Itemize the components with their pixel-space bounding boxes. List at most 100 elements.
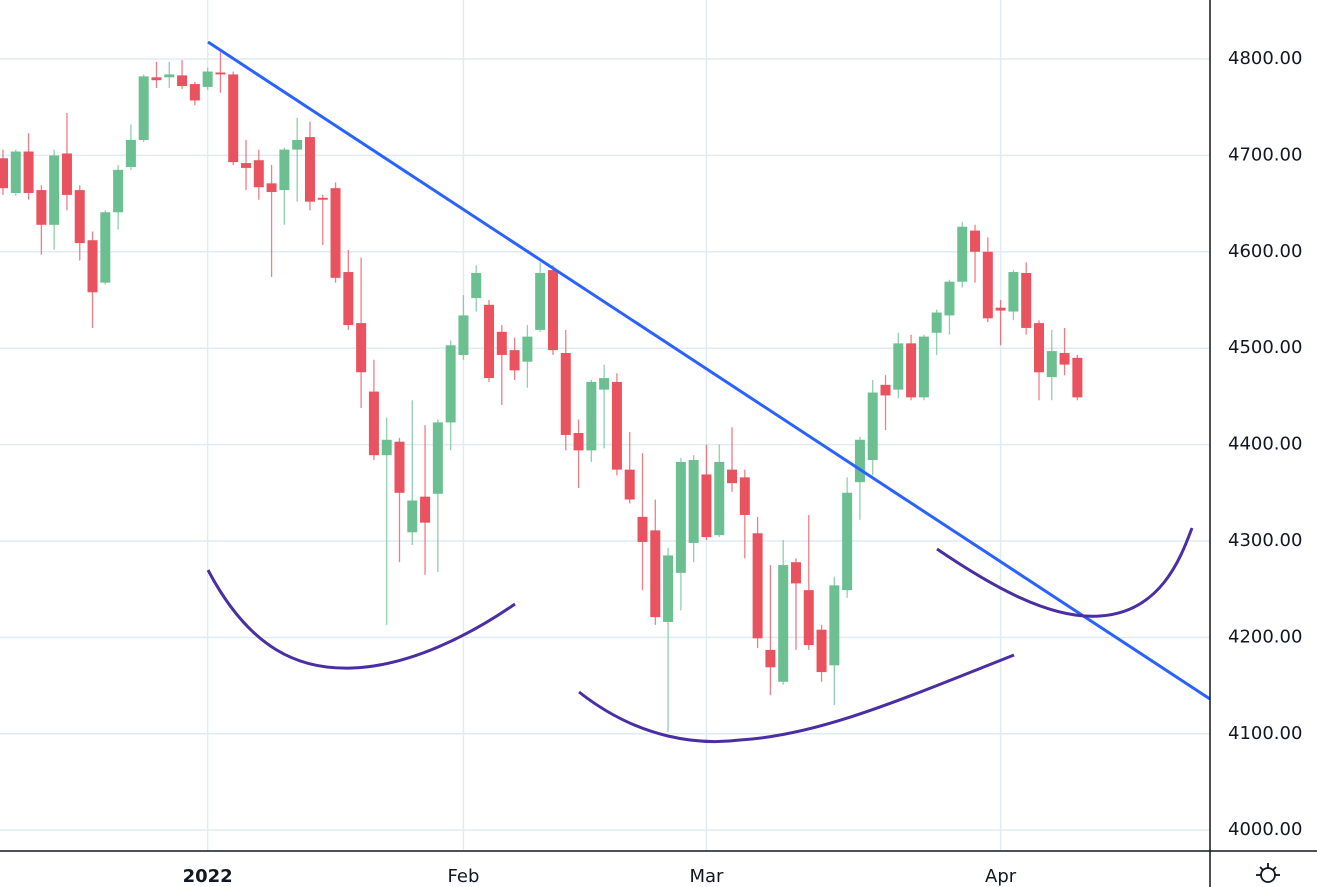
candle-body: [1072, 357, 1083, 398]
candle-body: [739, 477, 750, 515]
candle-body: [343, 272, 354, 326]
candle-body: [688, 460, 699, 543]
candle-body: [650, 530, 661, 618]
candle-body: [394, 441, 405, 493]
candle-body: [23, 151, 34, 193]
candle-body: [1033, 323, 1044, 373]
candle-body: [663, 555, 674, 622]
x-tick-label: 2022: [183, 866, 233, 887]
candle-body: [138, 76, 149, 140]
candle-body: [266, 183, 277, 193]
candle-body: [420, 496, 431, 523]
candle-body: [854, 439, 865, 483]
candle-body: [586, 381, 597, 451]
candle-body: [931, 312, 942, 333]
candle-body: [292, 139, 303, 150]
trend-line: [207, 40, 1211, 701]
candles: [0, 52, 1083, 732]
candle-body: [253, 160, 264, 188]
candle-body: [36, 190, 47, 225]
arc: [206, 569, 516, 670]
candle-body: [87, 240, 98, 293]
candle-body: [957, 226, 968, 282]
candle-body: [970, 230, 981, 252]
candle-body: [61, 153, 72, 195]
candle-body: [624, 469, 635, 500]
drawings: [206, 40, 1211, 744]
candle-body: [535, 272, 546, 330]
arc: [936, 527, 1194, 618]
candle-body: [407, 500, 418, 533]
candle-body: [547, 270, 558, 351]
candle-body: [164, 74, 175, 78]
candle-body: [304, 137, 315, 202]
candle-body: [522, 336, 533, 362]
candle-body: [701, 474, 712, 538]
candle-body: [241, 163, 252, 168]
candle-body: [458, 315, 469, 355]
candle-body: [995, 307, 1006, 311]
candle-body: [317, 197, 328, 200]
candle-body: [918, 336, 929, 398]
candle-body: [790, 562, 801, 584]
candle-body: [803, 590, 814, 646]
candle-body: [368, 391, 379, 456]
grid: [0, 0, 1210, 851]
y-tick-label: 4700.00: [1228, 144, 1302, 165]
candle-body: [1059, 353, 1070, 365]
y-tick-label: 4300.00: [1228, 530, 1302, 551]
candle-body: [1021, 272, 1032, 328]
candle-body: [74, 190, 85, 244]
candle-body: [330, 188, 341, 278]
candle-body: [125, 139, 136, 167]
candle-body: [765, 649, 776, 668]
candle-body: [228, 74, 239, 163]
candle-body: [445, 345, 456, 423]
candle-body: [484, 304, 495, 379]
candle-body: [177, 75, 188, 86]
candle-body: [893, 343, 904, 390]
candle-body: [151, 77, 162, 81]
candle-body: [1046, 351, 1057, 378]
candle-body: [714, 461, 725, 536]
arc: [578, 653, 1015, 744]
candle-body: [573, 433, 584, 451]
candle-body: [471, 272, 482, 299]
candle-body: [944, 281, 955, 316]
candle-body: [49, 155, 60, 225]
candle-body: [189, 84, 200, 101]
y-tick-label: 4200.00: [1228, 626, 1302, 647]
candle-body: [10, 151, 21, 193]
candle-body: [0, 158, 8, 189]
candle-body: [906, 343, 917, 398]
candle-body: [816, 629, 827, 673]
candle-body: [381, 439, 392, 456]
candle-body: [675, 461, 686, 573]
candle-body: [637, 516, 648, 542]
settings-icon[interactable]: [1256, 863, 1280, 883]
candle-body: [202, 71, 213, 87]
y-tick-label: 4800.00: [1228, 48, 1302, 69]
x-tick-label: Feb: [448, 866, 480, 887]
candle-body: [842, 492, 853, 591]
candle-body: [611, 381, 622, 470]
y-tick-label: 4600.00: [1228, 241, 1302, 262]
y-tick-label: 4500.00: [1228, 337, 1302, 358]
candle-body: [432, 422, 443, 494]
y-tick-label: 4100.00: [1228, 723, 1302, 744]
candle-body: [496, 331, 507, 355]
candle-body: [100, 212, 111, 283]
candle-body: [778, 565, 789, 682]
axes: 4000.00 4100.00 4200.00 4300.00 4400.00 4500.…: [183, 48, 1303, 887]
candle-body: [829, 585, 840, 666]
candle-body: [560, 353, 571, 435]
candle-body: [1008, 272, 1019, 312]
candle-body: [356, 323, 367, 373]
candle-body: [727, 469, 738, 484]
candle-body: [880, 384, 891, 396]
candle-body: [113, 169, 124, 213]
candle-body: [279, 149, 290, 191]
y-tick-label: 4000.00: [1228, 819, 1302, 840]
candle-body: [867, 392, 878, 461]
